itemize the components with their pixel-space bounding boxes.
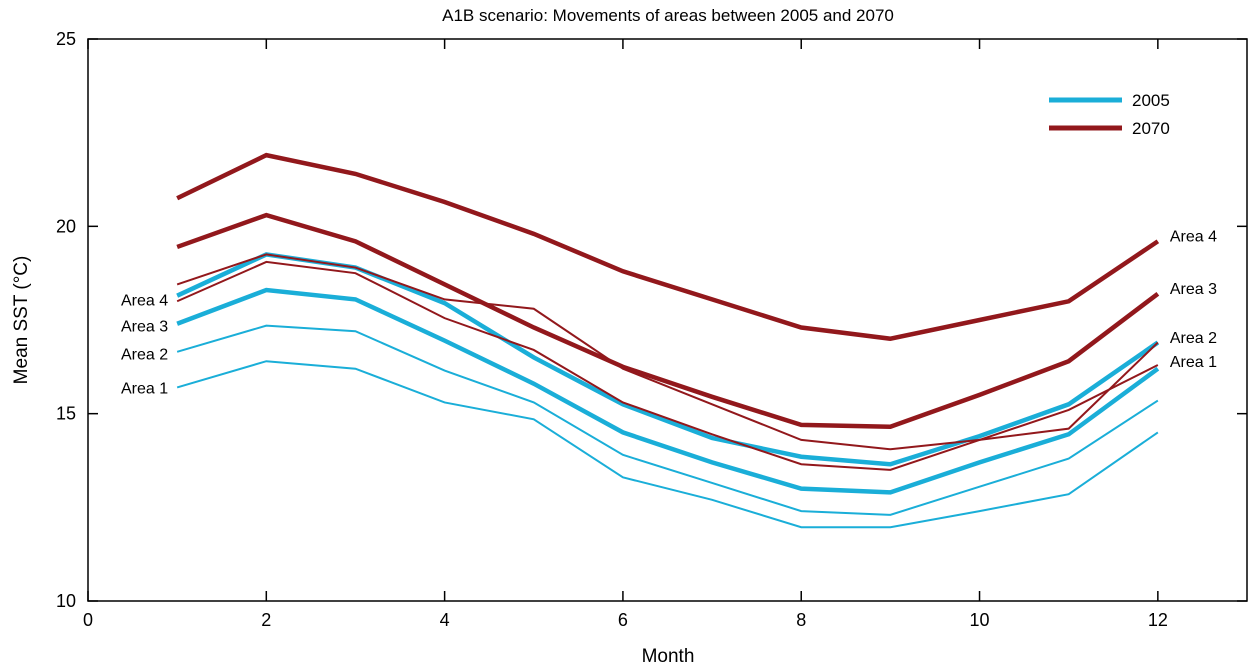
x-axis-label: Month bbox=[642, 646, 695, 667]
annotation-right-area-2: Area 2 bbox=[1170, 330, 1217, 347]
x-tick-label: 6 bbox=[618, 610, 628, 630]
annotation-left-area-2: Area 2 bbox=[121, 347, 168, 364]
x-tick-label: 12 bbox=[1148, 610, 1168, 630]
y-axis-label: Mean SST (°C) bbox=[11, 256, 32, 385]
series-line-2070-area-3 bbox=[176, 212, 1160, 430]
x-tick-label: 2 bbox=[261, 610, 271, 630]
annotations-layer: Area 4 Area 3 Area 2 Area 1 Area 4 Area 3 Area… bbox=[121, 229, 1217, 398]
series-line-2005-area-3 bbox=[176, 287, 1160, 495]
y-tick-label: 25 bbox=[56, 29, 76, 49]
series-line-2005-area-1 bbox=[176, 360, 1159, 529]
series-layer bbox=[176, 152, 1160, 529]
series-line-2070-area-2 bbox=[176, 253, 1159, 451]
chart-title: A1B scenario: Movements of areas between… bbox=[442, 6, 894, 25]
annotation-left-area-4: Area 4 bbox=[121, 292, 168, 309]
series-line-2070-area-1 bbox=[176, 260, 1159, 471]
x-tick-label: 4 bbox=[440, 610, 450, 630]
x-tick-label: 8 bbox=[796, 610, 806, 630]
y-tick-label: 20 bbox=[56, 216, 76, 236]
plot-frame bbox=[87, 38, 1248, 602]
x-tick-label: 0 bbox=[83, 610, 93, 630]
legend-label-2070: 2070 bbox=[1132, 119, 1170, 138]
legend-label-2005: 2005 bbox=[1132, 91, 1170, 110]
ticks-layer: 0 2 4 6 8 10 12 10 15 20 25 bbox=[56, 29, 1247, 630]
annotation-right-area-3: Area 3 bbox=[1170, 281, 1217, 298]
y-axis-label-group: Mean SST (°C) bbox=[11, 256, 32, 385]
annotation-left-area-1: Area 1 bbox=[121, 380, 168, 397]
annotation-right-area-4: Area 4 bbox=[1170, 229, 1217, 246]
series-line-2005-area-2 bbox=[176, 324, 1159, 516]
series-line-2070-area-4 bbox=[176, 152, 1160, 342]
annotation-left-area-3: Area 3 bbox=[121, 319, 168, 336]
x-tick-label: 10 bbox=[970, 610, 990, 630]
y-tick-label: 15 bbox=[56, 404, 76, 424]
y-tick-label: 10 bbox=[56, 591, 76, 611]
legend: 2005 2070 bbox=[1049, 91, 1170, 138]
annotation-right-area-1: Area 1 bbox=[1170, 354, 1217, 371]
